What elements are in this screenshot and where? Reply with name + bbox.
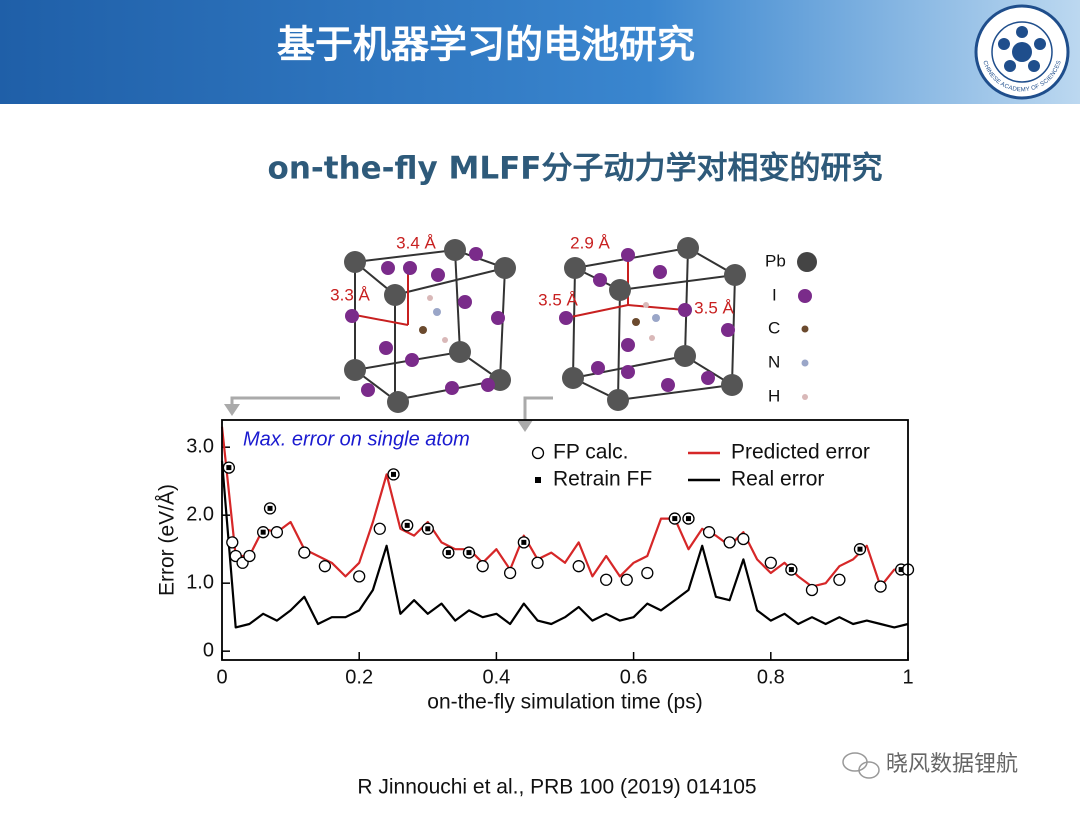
- retrain-point: [425, 526, 431, 532]
- logo: CHINESE ACADEMY OF SCIENCES: [974, 4, 1070, 100]
- y-tick-label: 0: [203, 639, 214, 661]
- retrain-point: [898, 567, 904, 573]
- fp-point: [874, 580, 887, 593]
- pointer-arrows: [224, 396, 553, 432]
- x-tick-label: 0: [216, 666, 227, 688]
- fp-point: [723, 536, 736, 549]
- retrain-point: [521, 539, 527, 545]
- fp-point: [270, 526, 284, 539]
- retrain-point: [391, 471, 396, 477]
- structure-left: [354, 248, 507, 402]
- annotation: Max. error on single atom: [243, 428, 470, 450]
- atom-legend-label: N: [768, 352, 780, 371]
- legend-label: FP calc.: [553, 441, 628, 464]
- atom-legend-label: I: [772, 285, 777, 304]
- atom-legend: Pb I C N H: [765, 251, 817, 405]
- fp-point: [318, 560, 332, 573]
- y-tick-label: 2.0: [186, 503, 214, 525]
- retrain-point: [672, 516, 678, 522]
- fp-point: [503, 566, 517, 580]
- fp-point: [737, 532, 750, 546]
- structure-right-atoms: [559, 237, 746, 411]
- chart: 0 0.2 0.4 0.6 0.8 1 0 1.0 2.0 3.0 on-the-fly simul…: [156, 419, 915, 714]
- distance-label: 2.9 Å: [570, 233, 610, 252]
- retrain-point: [267, 505, 273, 511]
- citation: R Jinnouchi et al., PRB 100 (2019) 01410…: [357, 776, 756, 799]
- fp-point: [600, 573, 613, 586]
- distance-labels: 3.4 Å 3.3 Å 2.9 Å 3.5 Å 3.5 Å: [330, 233, 734, 317]
- legend-label: Predicted error: [731, 441, 870, 464]
- x-tick-label: 1: [902, 666, 913, 688]
- retrain-point: [857, 546, 863, 552]
- retrain-point: [685, 516, 691, 522]
- x-axis-label: on-the-fly simulation time (ps): [427, 691, 702, 714]
- fp-point: [620, 573, 633, 586]
- fp-point: [702, 526, 716, 539]
- retrain-point: [260, 529, 266, 535]
- retrain-point: [404, 522, 410, 528]
- distance-label: 3.5 Å: [694, 298, 734, 317]
- x-tick-label: 0.8: [757, 666, 785, 688]
- header-bar: [0, 0, 1080, 104]
- fp-point: [805, 583, 819, 597]
- distance-label: 3.4 Å: [396, 233, 436, 252]
- legend-label: Real error: [731, 468, 824, 491]
- x-tick-label: 0.4: [482, 666, 510, 688]
- fp-point: [373, 522, 386, 535]
- legend-marker: [531, 446, 545, 460]
- slide-subtitle: on-the-fly MLFF分子动力学对相变的研究: [268, 151, 883, 187]
- fp-point: [764, 556, 777, 569]
- structure-left-atoms: [344, 239, 516, 413]
- fp-point: [298, 546, 311, 559]
- atom-legend-label: C: [768, 318, 780, 337]
- series-line: [220, 460, 909, 629]
- retrain-point: [226, 465, 232, 471]
- fp-point: [226, 536, 239, 549]
- plot-frame: [221, 419, 909, 661]
- fp-point: [353, 570, 366, 583]
- y-tick-label: 1.0: [186, 571, 214, 593]
- fp-point: [833, 573, 846, 586]
- y-tick-label: 3.0: [186, 435, 214, 457]
- legend-marker: [535, 477, 541, 483]
- atom-legend-label: H: [768, 386, 780, 405]
- y-axis-label: Error (eV/Å): [156, 484, 179, 596]
- fp-point: [243, 549, 256, 563]
- legend-label: Retrain FF: [553, 468, 652, 491]
- x-tick-label: 0.2: [345, 666, 373, 688]
- watermark-text: 晓风数据锂航: [886, 752, 1018, 777]
- retrain-point: [466, 550, 472, 556]
- retrain-point: [788, 567, 794, 573]
- fp-point: [531, 556, 544, 569]
- distance-label: 3.3 Å: [330, 285, 370, 304]
- watermark: 晓风数据锂航: [842, 752, 1018, 779]
- slide-title: 基于机器学习的电池研究: [277, 23, 695, 67]
- fp-point: [476, 560, 489, 573]
- x-tick-label: 0.6: [620, 666, 648, 688]
- distance-label: 3.5 Å: [538, 290, 578, 309]
- fp-point: [641, 566, 654, 580]
- atom-legend-label: Pb: [765, 251, 786, 270]
- retrain-point: [445, 550, 451, 556]
- fp-point: [572, 560, 585, 573]
